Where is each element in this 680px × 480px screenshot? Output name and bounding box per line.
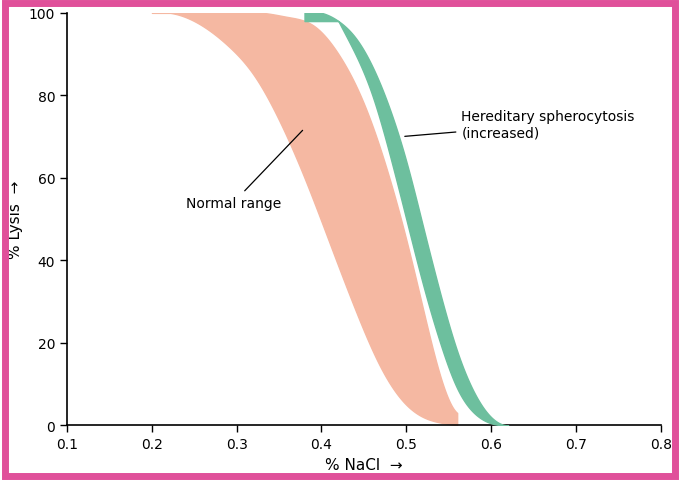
X-axis label: % NaCl  →: % NaCl → (325, 456, 403, 472)
Text: Normal range: Normal range (186, 131, 303, 210)
Y-axis label: % Lysis  →: % Lysis → (8, 180, 23, 259)
Text: Hereditary spherocytosis
(increased): Hereditary spherocytosis (increased) (405, 110, 634, 140)
